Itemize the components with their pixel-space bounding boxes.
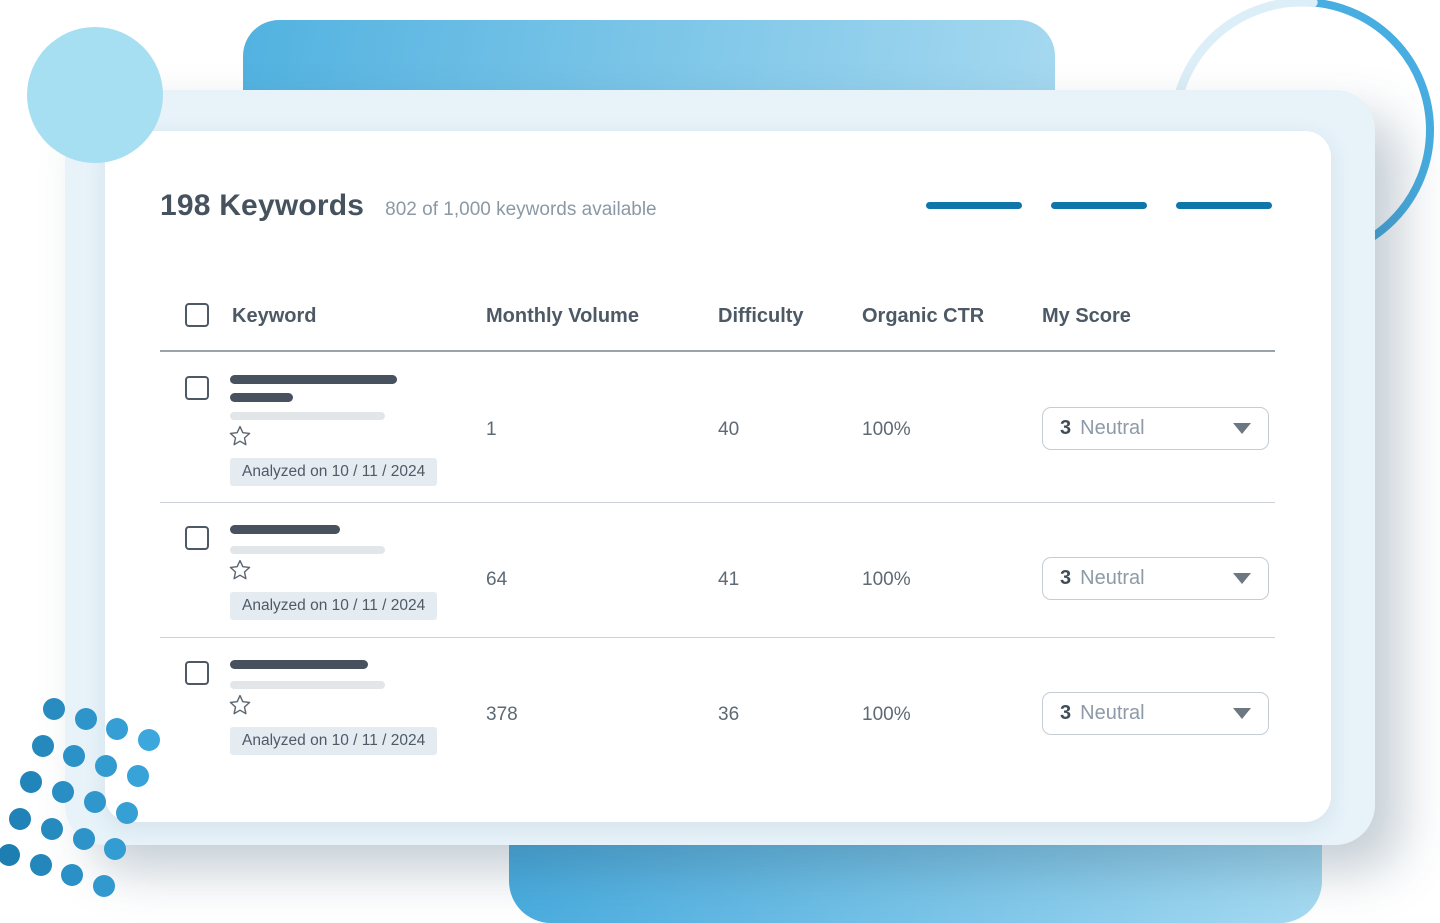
monthly-volume-value: 378 <box>486 704 518 725</box>
score-label: Neutral <box>1080 417 1145 439</box>
dot-decoration <box>61 864 84 887</box>
table-row: Analyzed on 10 / 11 / 2024 64 41 100% 3 … <box>105 502 1331 652</box>
redacted-subtext-bar <box>230 681 385 689</box>
score-number: 3 <box>1060 702 1072 724</box>
dot-decoration <box>43 698 65 720</box>
row-divider <box>160 502 1275 503</box>
chevron-down-icon <box>1233 708 1251 719</box>
analyzed-date-badge: Analyzed on 10 / 11 / 2024 <box>230 727 438 755</box>
dot-decoration <box>29 854 52 877</box>
analyzed-date-badge: Analyzed on 10 / 11 / 2024 <box>230 592 438 620</box>
favorite-star-icon[interactable] <box>228 693 252 717</box>
row-checkbox[interactable] <box>185 526 209 550</box>
my-score-dropdown[interactable]: 3 Neutral <box>1042 557 1269 600</box>
row-checkbox[interactable] <box>185 661 209 685</box>
score-number: 3 <box>1060 417 1072 439</box>
favorite-star-icon[interactable] <box>228 424 252 448</box>
dot-decoration <box>20 771 43 793</box>
column-header-organic-ctr: Organic CTR <box>862 305 985 327</box>
chevron-down-icon <box>1233 423 1251 434</box>
monthly-volume-value: 1 <box>486 419 497 440</box>
header-line-decoration-1 <box>926 202 1022 209</box>
column-header-difficulty: Difficulty <box>718 305 804 327</box>
header-line-decoration-2 <box>1051 202 1147 209</box>
dot-decoration <box>31 734 54 757</box>
chevron-down-icon <box>1233 573 1251 584</box>
dot-decoration <box>9 807 32 830</box>
column-header-monthly-volume: Monthly Volume <box>486 305 639 327</box>
panel-header: 198 Keywords 802 of 1,000 keywords avail… <box>160 189 657 223</box>
redacted-subtext-bar <box>230 546 385 554</box>
favorite-star-icon[interactable] <box>228 558 252 582</box>
monthly-volume-value: 64 <box>486 569 508 590</box>
score-label: Neutral <box>1080 567 1145 589</box>
row-divider <box>160 637 1275 638</box>
my-score-dropdown[interactable]: 3 Neutral <box>1042 407 1269 450</box>
organic-ctr-value: 100% <box>862 569 911 590</box>
circle-decoration <box>27 27 163 163</box>
header-divider <box>160 350 1275 352</box>
difficulty-value: 40 <box>718 419 740 440</box>
page-title: 198 Keywords <box>160 189 365 222</box>
keywords-available-text: 802 of 1,000 keywords available <box>385 199 657 220</box>
organic-ctr-value: 100% <box>862 419 911 440</box>
difficulty-value: 36 <box>718 704 740 725</box>
redacted-keyword-bar <box>230 393 293 402</box>
table-row: Analyzed on 10 / 11 / 2024 378 36 100% 3… <box>105 637 1331 787</box>
my-score-dropdown[interactable]: 3 Neutral <box>1042 692 1269 735</box>
analyzed-date-badge: Analyzed on 10 / 11 / 2024 <box>230 458 438 486</box>
redacted-subtext-bar <box>230 412 385 420</box>
organic-ctr-value: 100% <box>862 704 911 725</box>
header-line-decoration-3 <box>1176 202 1272 209</box>
difficulty-value: 41 <box>718 569 740 590</box>
keywords-panel-content: 198 Keywords 802 of 1,000 keywords avail… <box>105 131 1331 822</box>
dot-decoration <box>92 874 115 897</box>
dot-decoration <box>0 844 20 866</box>
redacted-keyword-bar <box>230 375 397 384</box>
redacted-keyword-bar <box>230 660 368 669</box>
score-number: 3 <box>1060 567 1072 589</box>
select-all-checkbox[interactable] <box>185 303 209 327</box>
row-checkbox[interactable] <box>185 376 209 400</box>
dot-decoration <box>40 817 63 840</box>
score-label: Neutral <box>1080 702 1145 724</box>
table-row: Analyzed on 10 / 11 / 2024 1 40 100% 3 N… <box>105 352 1331 502</box>
redacted-keyword-bar <box>230 525 340 534</box>
column-header-keyword: Keyword <box>232 305 317 327</box>
column-header-my-score: My Score <box>1042 305 1131 327</box>
